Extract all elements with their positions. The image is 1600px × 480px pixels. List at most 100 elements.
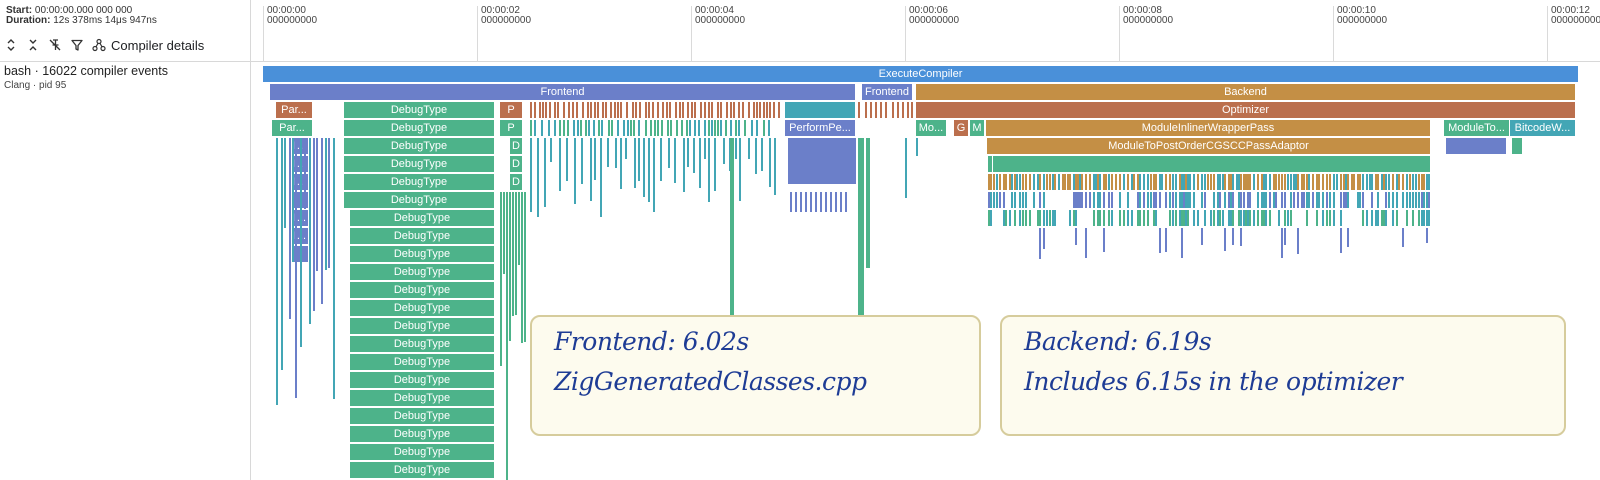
- slice-parse[interactable]: Par...: [276, 102, 312, 118]
- trace-sliver[interactable]: [1111, 210, 1113, 226]
- trace-sliver[interactable]: [1340, 210, 1342, 226]
- trace-sliver[interactable]: [594, 102, 596, 118]
- trace-sliver[interactable]: [1077, 174, 1079, 190]
- trace-sliver[interactable]: [795, 192, 797, 212]
- slice-module-to-post-order[interactable]: ModuleToPostOrderCGSCCPassAdaptor: [987, 138, 1430, 154]
- trace-sliver[interactable]: [686, 120, 688, 136]
- trace-sliver[interactable]: [605, 102, 607, 118]
- trace-sliver[interactable]: [657, 102, 659, 118]
- trace-sliver[interactable]: [1108, 174, 1110, 190]
- trace-sliver[interactable]: [1388, 174, 1390, 190]
- trace-sliver[interactable]: [1179, 174, 1181, 190]
- trace-sliver[interactable]: [1137, 192, 1139, 208]
- trace-sliver[interactable]: [1377, 174, 1379, 190]
- trace-sliver[interactable]: [1412, 192, 1414, 208]
- trace-sliver[interactable]: [289, 138, 291, 319]
- trace-sliver[interactable]: [689, 120, 691, 136]
- trace-sliver[interactable]: [1392, 174, 1394, 190]
- trace-sliver[interactable]: [1340, 228, 1342, 253]
- compiler-details-label[interactable]: Compiler details: [111, 37, 205, 53]
- trace-sliver[interactable]: [1265, 210, 1267, 226]
- trace-sliver[interactable]: [1273, 192, 1275, 208]
- trace-sliver[interactable]: [530, 120, 532, 136]
- trace-sliver[interactable]: [902, 102, 904, 118]
- trace-sliver[interactable]: [1345, 192, 1347, 208]
- trace-sliver[interactable]: [1147, 192, 1149, 208]
- trace-sliver[interactable]: [1049, 174, 1051, 190]
- trace-sliver[interactable]: [1139, 192, 1141, 208]
- trace-sliver[interactable]: [648, 102, 650, 118]
- trace-sliver[interactable]: [1381, 210, 1383, 226]
- trace-sliver[interactable]: [1025, 174, 1027, 190]
- trace-sliver[interactable]: [993, 174, 995, 190]
- trace-sliver[interactable]: [738, 120, 740, 136]
- trace-sliver[interactable]: [1011, 192, 1013, 208]
- trace-sliver[interactable]: [1375, 210, 1377, 226]
- trace-sliver[interactable]: [1287, 210, 1289, 226]
- trace-sliver[interactable]: [568, 102, 570, 118]
- trace-sliver[interactable]: [645, 120, 647, 136]
- trace-sliver[interactable]: [1243, 210, 1245, 226]
- trace-sliver[interactable]: [1095, 174, 1097, 190]
- trace-sliver[interactable]: [1392, 192, 1394, 208]
- slice-debug-type[interactable]: DebugType: [350, 300, 494, 316]
- trace-sliver[interactable]: [1201, 228, 1203, 245]
- trace-sliver[interactable]: [1103, 228, 1105, 252]
- trace-sliver[interactable]: [1029, 210, 1031, 226]
- trace-sliver[interactable]: [1111, 174, 1113, 190]
- trace-sliver[interactable]: [1273, 174, 1275, 190]
- trace-sliver[interactable]: [1421, 210, 1423, 226]
- trace-sliver[interactable]: [1357, 192, 1359, 208]
- trace-sliver[interactable]: [694, 102, 696, 118]
- trace-sliver[interactable]: [1197, 174, 1199, 190]
- trace-sliver[interactable]: [676, 120, 678, 136]
- trace-sliver[interactable]: [694, 120, 696, 136]
- trace-sliver[interactable]: [1137, 210, 1139, 226]
- trace-sliver[interactable]: [295, 138, 297, 398]
- trace-sliver[interactable]: [990, 174, 992, 190]
- trace-sliver[interactable]: [725, 120, 727, 136]
- trace-sliver[interactable]: [1423, 210, 1425, 226]
- trace-sliver[interactable]: [643, 138, 645, 197]
- trace-sliver[interactable]: [1193, 192, 1195, 208]
- trace-sliver[interactable]: [581, 138, 583, 184]
- trace-sliver[interactable]: [1423, 192, 1425, 208]
- trace-sliver[interactable]: [1172, 192, 1174, 208]
- trace-sliver[interactable]: [1193, 210, 1195, 226]
- trace-sliver[interactable]: [1043, 174, 1045, 190]
- trace-sliver[interactable]: [763, 102, 765, 118]
- trace-sliver[interactable]: [1426, 210, 1428, 226]
- trace-sliver[interactable]: [557, 102, 559, 118]
- trace-sliver[interactable]: [1398, 174, 1400, 190]
- trace-sliver[interactable]: [1245, 174, 1247, 190]
- trace-sliver[interactable]: [1222, 174, 1224, 190]
- trace-sliver[interactable]: [735, 138, 737, 159]
- trace-sliver[interactable]: [1099, 192, 1101, 208]
- trace-sliver[interactable]: [648, 138, 650, 202]
- slice-debug-type[interactable]: DebugType: [350, 390, 494, 406]
- trace-sliver[interactable]: [1388, 192, 1390, 208]
- trace-sliver[interactable]: [1312, 174, 1314, 190]
- trace-sliver[interactable]: [1290, 210, 1292, 226]
- trace-sliver[interactable]: [1275, 174, 1277, 190]
- trace-sliver[interactable]: [1318, 192, 1320, 208]
- trace-sliver[interactable]: [726, 102, 728, 118]
- slice-debug-type[interactable]: DebugType: [344, 174, 494, 190]
- trace-sliver[interactable]: [1362, 192, 1364, 208]
- slice-debug-type[interactable]: DebugType: [344, 120, 494, 136]
- trace-sliver[interactable]: [292, 138, 294, 262]
- trace-sliver[interactable]: [1343, 174, 1345, 190]
- trace-sliver[interactable]: [1322, 210, 1324, 226]
- slice-frontend[interactable]: Frontend: [270, 84, 855, 100]
- trace-sliver[interactable]: [588, 120, 590, 136]
- trace-sliver[interactable]: [1153, 174, 1155, 190]
- trace-sliver[interactable]: [751, 120, 753, 136]
- process-title[interactable]: bash · 16022 compiler events: [4, 64, 168, 78]
- trace-sliver[interactable]: [625, 138, 627, 159]
- trace-sliver[interactable]: [1377, 210, 1379, 226]
- trace-sliver[interactable]: [897, 102, 899, 118]
- trace-sliver[interactable]: [683, 138, 685, 192]
- slice-debug-type[interactable]: DebugType: [350, 318, 494, 334]
- trace-sliver[interactable]: [1426, 228, 1428, 243]
- trace-sliver[interactable]: [1217, 174, 1219, 190]
